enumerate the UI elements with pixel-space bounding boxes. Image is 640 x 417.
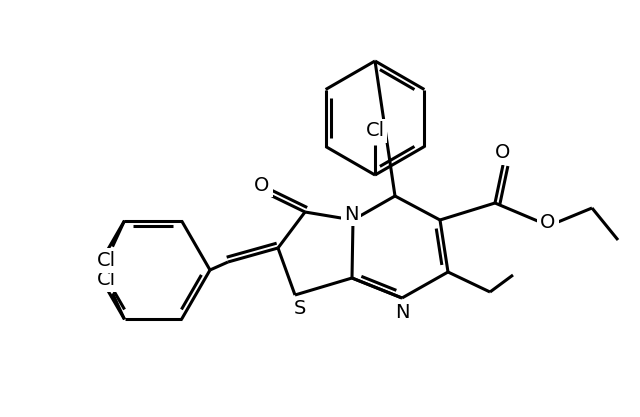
Text: Cl: Cl: [97, 251, 116, 270]
Text: N: N: [344, 204, 358, 224]
Text: Cl: Cl: [365, 121, 385, 141]
Text: O: O: [540, 213, 556, 231]
Text: S: S: [294, 299, 306, 319]
Text: O: O: [254, 176, 269, 194]
Text: Cl: Cl: [97, 270, 116, 289]
Text: N: N: [395, 302, 409, 322]
Text: O: O: [495, 143, 511, 163]
